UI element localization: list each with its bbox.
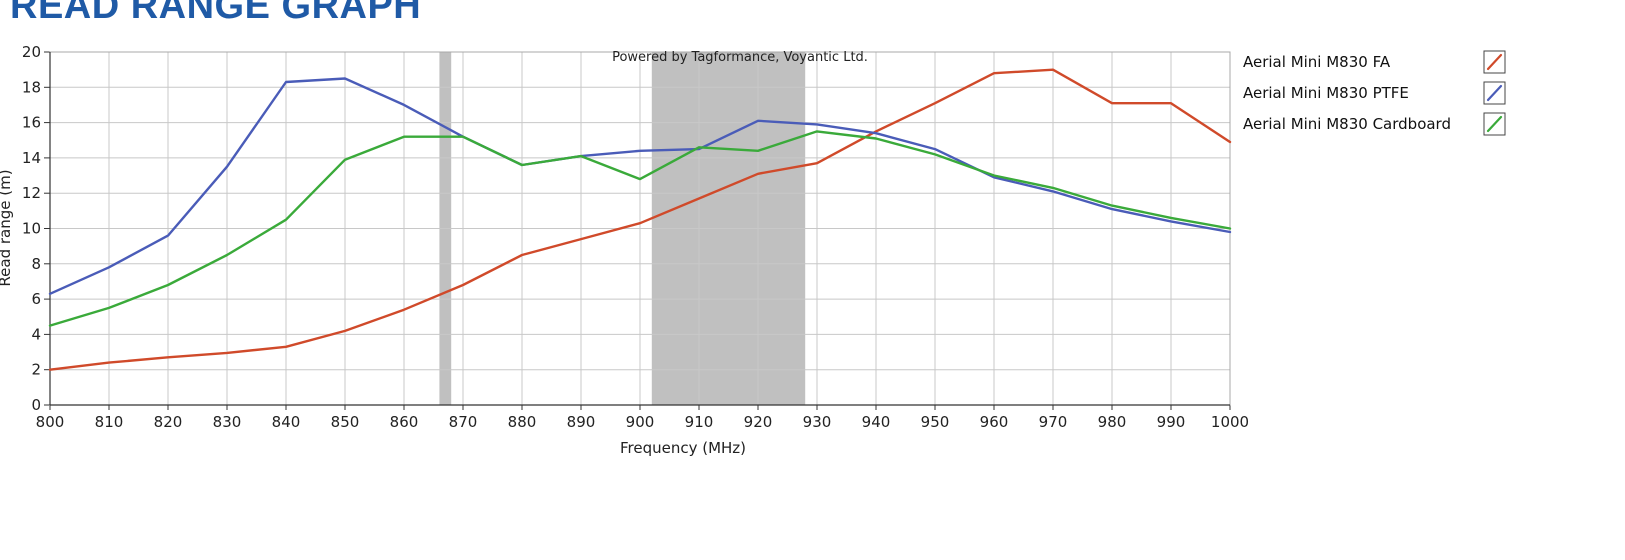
x-tick-label: 860	[390, 413, 419, 431]
x-tick-label: 820	[154, 413, 183, 431]
x-tick-label: 910	[685, 413, 714, 431]
y-tick-label: 8	[31, 255, 41, 273]
x-tick-label: 800	[36, 413, 65, 431]
x-axis-title: Frequency (MHz)	[620, 439, 746, 457]
legend-label-0: Aerial Mini M830 FA	[1243, 53, 1391, 71]
y-tick-label: 16	[22, 114, 41, 132]
x-tick-label: 890	[567, 413, 596, 431]
y-tick-label: 18	[22, 78, 41, 96]
legend: Aerial Mini M830 FA Aerial Mini M830 PTFE…	[1243, 50, 1506, 136]
series-line-1	[48, 77, 1232, 295]
tick-labels: 800 810 820 830 840 850 860 870 880 890 900 910 920 9…	[22, 43, 1249, 431]
y-tick-label: 20	[22, 43, 41, 61]
legend-swatch-line-0	[1486, 53, 1503, 71]
x-tick-label: 900	[626, 413, 655, 431]
x-tick-label: 940	[862, 413, 891, 431]
legend-label-1: Aerial Mini M830 PTFE	[1243, 84, 1409, 102]
y-tick-label: 6	[31, 290, 41, 308]
series-line-2	[48, 130, 1232, 327]
watermark-text: Powered by Tagformance, Voyantic Ltd.	[612, 50, 868, 65]
y-tick-label: 14	[22, 149, 41, 167]
x-tick-label: 870	[449, 413, 478, 431]
legend-swatch-line-2	[1486, 115, 1503, 133]
legend-swatch-line-1	[1486, 84, 1503, 102]
y-tick-label: 0	[31, 396, 41, 414]
y-tick-label: 2	[31, 361, 41, 379]
series-line-0	[48, 68, 1232, 371]
y-tick-label: 10	[22, 220, 41, 238]
y-tick-label: 12	[22, 184, 41, 202]
x-tick-label: 1000	[1211, 413, 1249, 431]
x-tick-label: 930	[803, 413, 832, 431]
axes	[44, 51, 1231, 410]
x-tick-label: 810	[95, 413, 124, 431]
x-tick-label: 920	[744, 413, 773, 431]
y-tick-label: 4	[31, 325, 41, 343]
x-tick-label: 970	[1039, 413, 1068, 431]
x-tick-label: 840	[272, 413, 301, 431]
x-tick-label: 830	[213, 413, 242, 431]
x-tick-label: 980	[1098, 413, 1127, 431]
x-tick-label: 880	[508, 413, 537, 431]
x-tick-label: 960	[980, 413, 1009, 431]
x-tick-label: 990	[1157, 413, 1186, 431]
x-tick-label: 850	[331, 413, 360, 431]
page-heading: READ RANGE GRAPH	[10, 0, 422, 27]
y-axis-title: Read range (m)	[0, 169, 14, 286]
x-tick-label: 950	[921, 413, 950, 431]
series-lines	[48, 68, 1232, 371]
legend-label-2: Aerial Mini M830 Cardboard	[1243, 115, 1451, 133]
